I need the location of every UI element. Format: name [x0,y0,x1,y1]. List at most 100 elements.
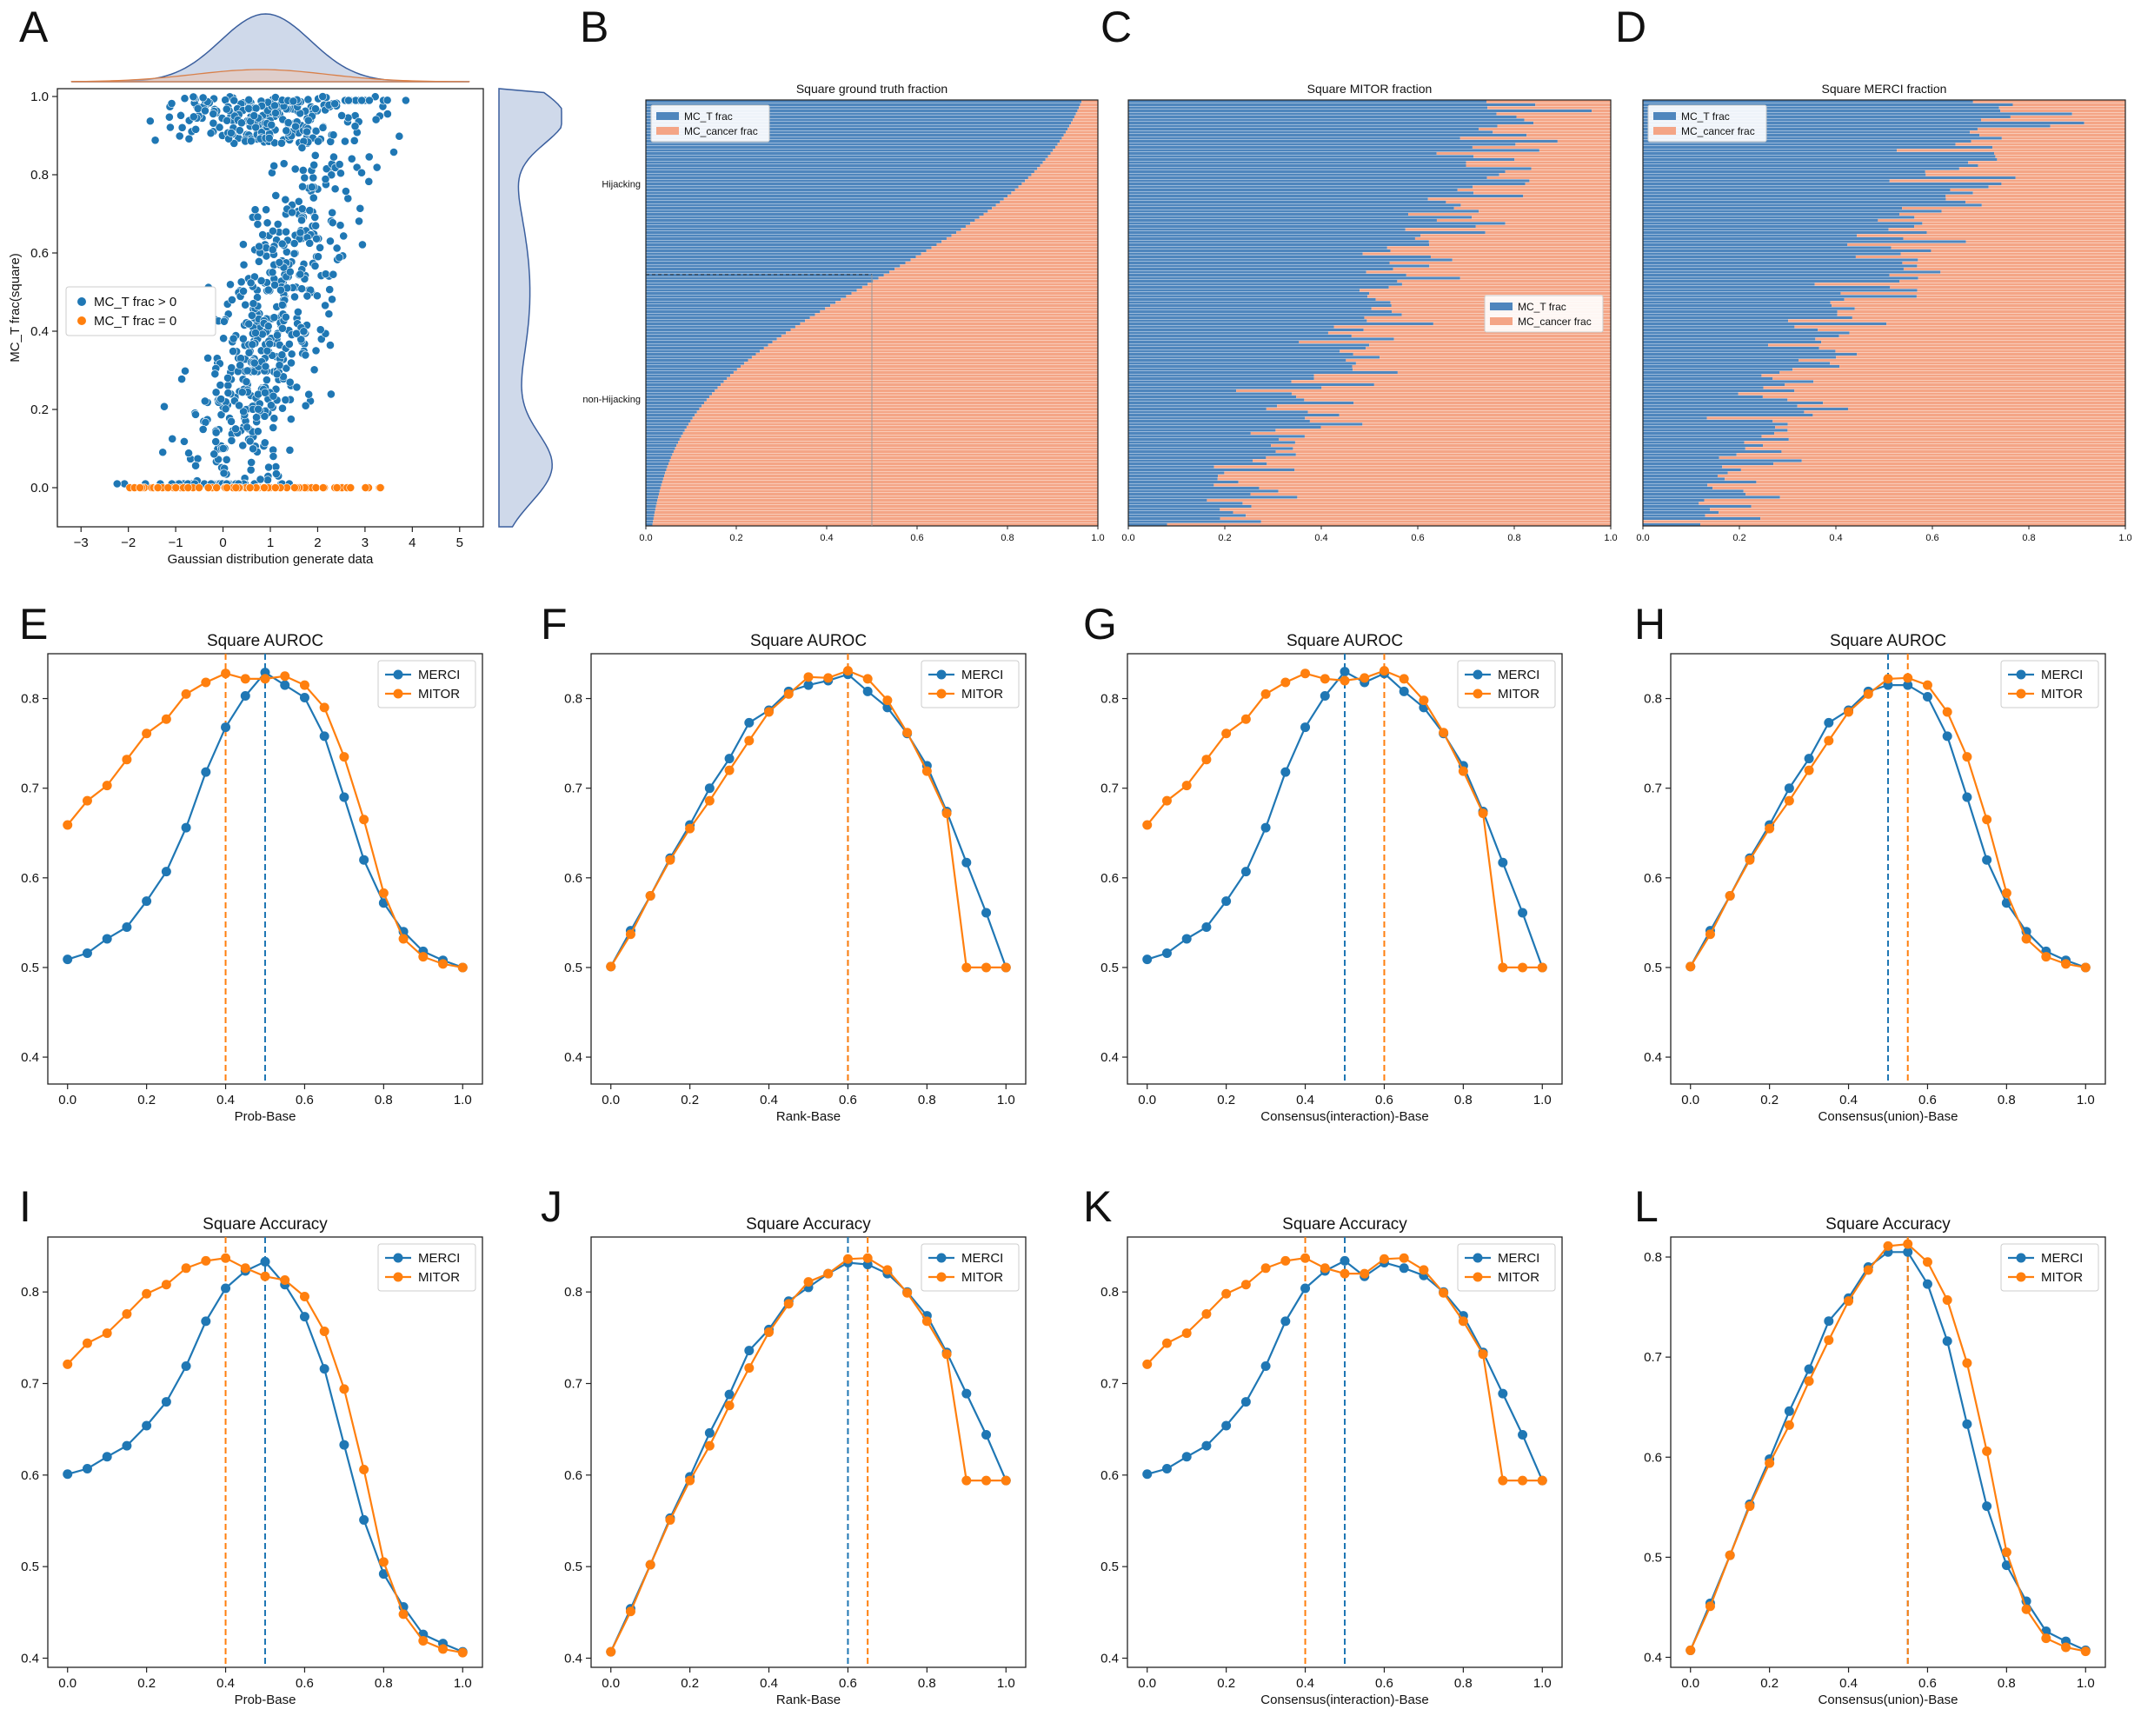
scatter-point-positive [243,366,252,376]
legend-label: MITOR [1498,1270,1539,1285]
scatter-point-positive [300,173,309,183]
scatter-point-positive [298,166,308,175]
bar-mc-t-frac [1128,340,1300,343]
data-point-mitor [1686,961,1696,972]
scatter-point-zero [231,483,241,492]
data-point-mitor [1784,795,1794,806]
bar-mc-t-frac [646,234,952,237]
scatter-point-positive [222,104,231,114]
bar-mc-cancer-frac [1772,376,2125,380]
scatter-point-positive [239,287,248,296]
bar-mc-t-frac [646,319,806,323]
bar-mc-t-frac [646,398,707,402]
legend-label: MITOR [2041,1270,2083,1285]
x-tick-label: 1.0 [2077,1676,2095,1691]
scatter-point-zero [171,483,181,492]
bar-mc-t-frac [1643,471,1728,475]
bar-mc-t-frac [1128,252,1363,256]
x-tick-label: 0.4 [1839,1093,1858,1107]
scatter-point-positive [342,187,350,196]
scatter-point-positive [281,312,290,322]
legend-swatch [1490,303,1513,310]
bar-mc-cancer-frac [1812,413,2125,416]
x-tick-label: 0.8 [918,1676,936,1691]
scatter-point-positive [216,395,226,403]
scatter-point-positive [301,401,310,410]
bar-mc-cancer-frac [941,240,1098,243]
bar-mc-cancer-frac [1981,203,2125,207]
bar-mc-t-frac [1128,349,1340,353]
x-tick-label: 1.0 [997,1093,1015,1107]
bar-mc-t-frac [646,474,665,477]
scatter-point-zero [270,483,280,492]
bar-mc-t-frac [1128,343,1370,347]
x-tick-label: 0.0 [1681,1093,1699,1107]
data-point-mitor [921,1316,932,1327]
scatter-point-positive [326,389,336,399]
y-tick-label: 0.2 [30,402,49,417]
bar-mc-cancer-frac [1965,200,2125,203]
bar-mc-cancer-frac [1787,398,2125,402]
y-tick-label: 0.4 [564,1651,582,1666]
bar-mc-cancer-frac [825,307,1098,310]
bar-mc-cancer-frac [992,206,1098,210]
scatter-point-positive [271,109,280,117]
bar-mc-cancer-frac [1988,185,2125,189]
scatter-point-positive [189,92,198,102]
bar-mc-t-frac [1128,401,1354,404]
data-point-mitor [1181,781,1192,791]
scatter-point-positive [209,449,219,459]
data-point-mitor [606,961,616,972]
scatter-point-positive [268,245,277,255]
data-point-merci [1518,1429,1528,1440]
bar-mc-t-frac [1128,419,1310,422]
bar-mc-cancer-frac [1304,398,1611,402]
scatter-point-positive [258,230,268,239]
scatter-point-positive [219,469,229,478]
bar-mc-cancer-frac [760,349,1098,353]
x-tick-label: 1.0 [1533,1676,1552,1691]
scatter-point-positive [249,111,259,120]
bar-mc-t-frac [1643,197,1946,201]
data-point-mitor [1280,677,1291,688]
scatter-point-positive [184,449,193,458]
bar-mc-t-frac [646,313,815,316]
scatter-point-positive [150,136,160,145]
scatter-point-positive [337,111,347,120]
bar-mc-t-frac [1643,109,2001,112]
bar-mc-cancer-frac [1040,163,1098,167]
scatter-point-positive [328,295,336,304]
bar-mc-cancer-frac [763,346,1098,349]
legend-label: MITOR [418,1270,460,1285]
bar-mc-t-frac [1128,352,1353,356]
x-tick-label: 1.0 [1533,1093,1552,1107]
bar-mc-cancer-frac [1217,477,1611,481]
bar-mc-cancer-frac [1459,276,1611,280]
bar-mc-t-frac [1128,228,1406,231]
bar-mc-t-frac [1643,136,2002,140]
bar-mc-t-frac [1643,410,1805,414]
bar-mc-cancer-frac [2000,109,2125,112]
bar-mc-t-frac [646,380,724,383]
data-point-mitor [181,688,191,699]
data-point-mitor [882,1265,893,1275]
bar-mc-t-frac [1643,291,1841,295]
bar-mc-cancer-frac [1854,307,2125,310]
bar-mc-cancer-frac [736,368,1098,371]
bar-mc-cancer-frac [1505,222,1611,225]
scatter-point-positive [271,191,281,200]
bar-mc-t-frac [1643,121,2084,124]
data-point-mitor [1922,1257,1932,1267]
bar-mc-cancer-frac [1266,407,1611,410]
bar-mc-t-frac [1643,364,1840,368]
bar-mc-cancer-frac [790,328,1098,331]
bar-mc-cancer-frac [1373,382,1611,386]
bar-mc-t-frac [646,222,971,225]
bar-mc-t-frac [1643,283,1815,286]
data-point-mitor [2021,934,2031,944]
bar-mc-t-frac [646,374,731,377]
bar-mc-t-frac [1643,477,1725,481]
scatter-point-positive [216,410,226,419]
bar-mc-cancer-frac [1167,522,1611,526]
data-point-merci [1903,680,1913,690]
